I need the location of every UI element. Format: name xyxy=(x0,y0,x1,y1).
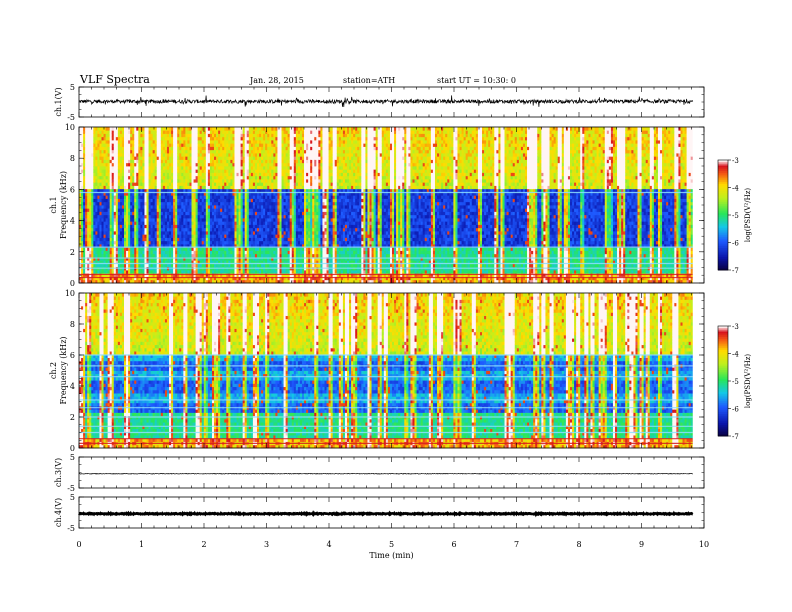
start-time-label: start UT = 10:30: 0 xyxy=(437,76,516,85)
y-tick-label: 5 xyxy=(70,83,75,92)
date-label: Jan. 28, 2015 xyxy=(249,76,304,85)
vlf-figure: VLF Spectra Jan. 28, 2015 station=ATH st… xyxy=(0,0,792,612)
y-axis-label: ch.1(V) xyxy=(54,87,63,116)
y-axis-label-line: ch.1(V) xyxy=(54,87,63,116)
figure-title: VLF Spectra xyxy=(79,73,150,86)
y-tick-label: -5 xyxy=(67,113,75,122)
station-label: station=ATH xyxy=(343,76,395,85)
waveform-trace xyxy=(79,95,693,107)
ch1-waveform-panel: 5 -5 ch.1(V) xyxy=(54,83,704,122)
